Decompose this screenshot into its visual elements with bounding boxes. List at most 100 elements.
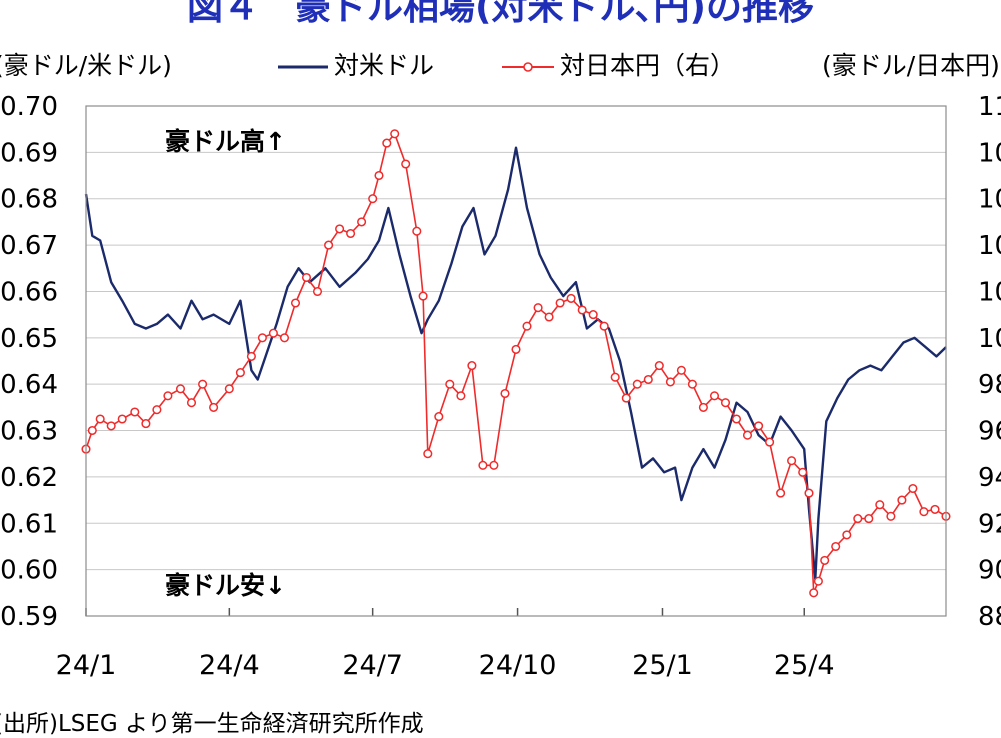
series-jpy-point — [820, 555, 830, 565]
legend-usd: 対米ドル — [276, 46, 434, 82]
annotation-up: 豪ドル高↑ — [165, 127, 286, 156]
series-jpy-point — [87, 425, 97, 436]
series-jpy-point — [423, 449, 433, 459]
series-jpy-point — [566, 293, 576, 303]
chart-title: 図４ 豪ドル相場(対米ドル､円)の推移 — [187, 0, 814, 28]
annotation-down: 豪ドル安↓ — [165, 571, 286, 600]
series-jpy-point — [555, 298, 565, 308]
series-jpy-point — [610, 372, 620, 382]
series-jpy-point — [588, 310, 598, 320]
series-jpy-point — [257, 333, 267, 343]
series-jpy-point — [412, 226, 422, 236]
series-jpy-point — [853, 514, 863, 524]
series-jpy-point — [500, 388, 510, 399]
series-jpy-point — [374, 170, 384, 181]
series-jpy-point — [357, 217, 367, 227]
left-axis-ticks: 0.70 0.69 0.68 0.67 0.66 0.65 0.64 0.63 0.62 0.61… — [0, 92, 58, 632]
x-tick-label: 24/4 — [199, 650, 260, 681]
left-tick-label: 0.69 — [0, 138, 58, 168]
series-jpy-point — [813, 576, 823, 586]
x-tick-label: 24/10 — [479, 650, 557, 681]
series-jpy-point — [864, 514, 874, 524]
right-tick-label: 100 — [978, 324, 1001, 354]
series-jpy-point — [209, 402, 219, 412]
series-jpy-point — [643, 374, 653, 385]
series-jpy-point — [312, 286, 323, 297]
series-jpy-point — [798, 467, 808, 477]
series-jpy-point — [787, 456, 797, 466]
series-jpy-point — [665, 377, 675, 387]
right-axis-ticks: 110 108 106 104 102 100 98 96 94 92 90 88 — [978, 92, 1001, 632]
series-jpy-point — [511, 344, 521, 354]
legend-jpy-swatch — [502, 62, 554, 72]
series-jpy-point — [930, 504, 940, 514]
left-tick-label: 0.59 — [0, 602, 58, 632]
series-jpy-point — [141, 419, 151, 429]
series-jpy-point — [224, 384, 234, 394]
series-jpy-point — [886, 511, 896, 521]
left-tick-label: 0.68 — [0, 185, 58, 215]
right-tick-label: 108 — [978, 138, 1001, 168]
right-tick-label: 110 — [978, 92, 1001, 122]
series-jpy-point — [301, 272, 312, 283]
grid-lines — [86, 151, 946, 571]
right-tick-label: 98 — [978, 370, 1001, 400]
series-jpy-point — [117, 414, 127, 424]
series-jpy-point — [467, 361, 477, 371]
series-jpy-point — [95, 414, 105, 424]
x-tick-label: 25/4 — [774, 650, 835, 681]
x-axis-ticks: 24/1 24/4 24/7 24/10 25/1 25/4 — [56, 608, 835, 681]
series-jpy-point — [875, 500, 885, 510]
left-tick-label: 0.70 — [0, 92, 58, 122]
series-jpy-point — [401, 159, 411, 169]
series-jpy-point — [106, 421, 116, 431]
series-jpy-point — [198, 379, 208, 389]
right-tick-label: 106 — [978, 185, 1001, 215]
series-jpy-point — [599, 321, 609, 331]
series-jpy-point — [522, 321, 532, 331]
right-tick-label: 88 — [978, 602, 1001, 632]
series-jpy-point — [919, 507, 929, 517]
series-jpy-point — [676, 365, 686, 375]
left-tick-label: 0.65 — [0, 324, 58, 354]
series-jpy-point — [175, 384, 186, 394]
series-jpy-point — [687, 379, 697, 389]
series-jpy-point — [765, 437, 775, 447]
series-jpy-point — [246, 351, 256, 361]
series-jpy-point — [235, 368, 245, 378]
series-jpy-point — [456, 391, 466, 401]
left-tick-label: 0.63 — [0, 417, 58, 447]
series-jpy-point — [152, 405, 162, 415]
series-jpy-point — [908, 483, 918, 494]
series-jpy-point — [533, 303, 543, 313]
series-jpy-point — [897, 495, 907, 505]
right-axis-unit-label: (豪ドル/日本円) — [822, 51, 1000, 80]
plot-frame — [85, 105, 947, 617]
x-tick-label: 24/1 — [56, 650, 117, 681]
series-jpy-point — [654, 361, 664, 371]
series-jpy-point — [698, 402, 708, 412]
series-jpy-point — [544, 312, 554, 322]
right-tick-label: 92 — [978, 509, 1001, 539]
right-tick-label: 90 — [978, 556, 1001, 586]
x-tick-label: 25/1 — [632, 650, 693, 681]
series-jpy-point — [632, 379, 642, 389]
series-jpy-point — [831, 541, 841, 552]
series-jpy-point — [754, 421, 764, 431]
legend-usd-label: 対米ドル — [334, 51, 435, 80]
series-jpy-point — [776, 488, 786, 498]
left-tick-label: 0.67 — [0, 231, 58, 261]
series-jpy-point — [709, 391, 720, 401]
series-jpy-point — [130, 407, 140, 417]
series-jpy-point — [390, 129, 400, 139]
series-jpy-point — [324, 240, 334, 250]
series-jpy-point — [186, 398, 197, 408]
series-jpy-point — [346, 228, 356, 239]
left-tick-label: 0.66 — [0, 277, 58, 307]
right-tick-label: 102 — [978, 277, 1001, 307]
series-jpy-point — [577, 305, 587, 315]
source-note: (出所)LSEG より第一生命経済研究所作成 — [0, 711, 424, 737]
series-jpy-point — [809, 588, 819, 598]
series-jpy-point — [434, 412, 444, 422]
